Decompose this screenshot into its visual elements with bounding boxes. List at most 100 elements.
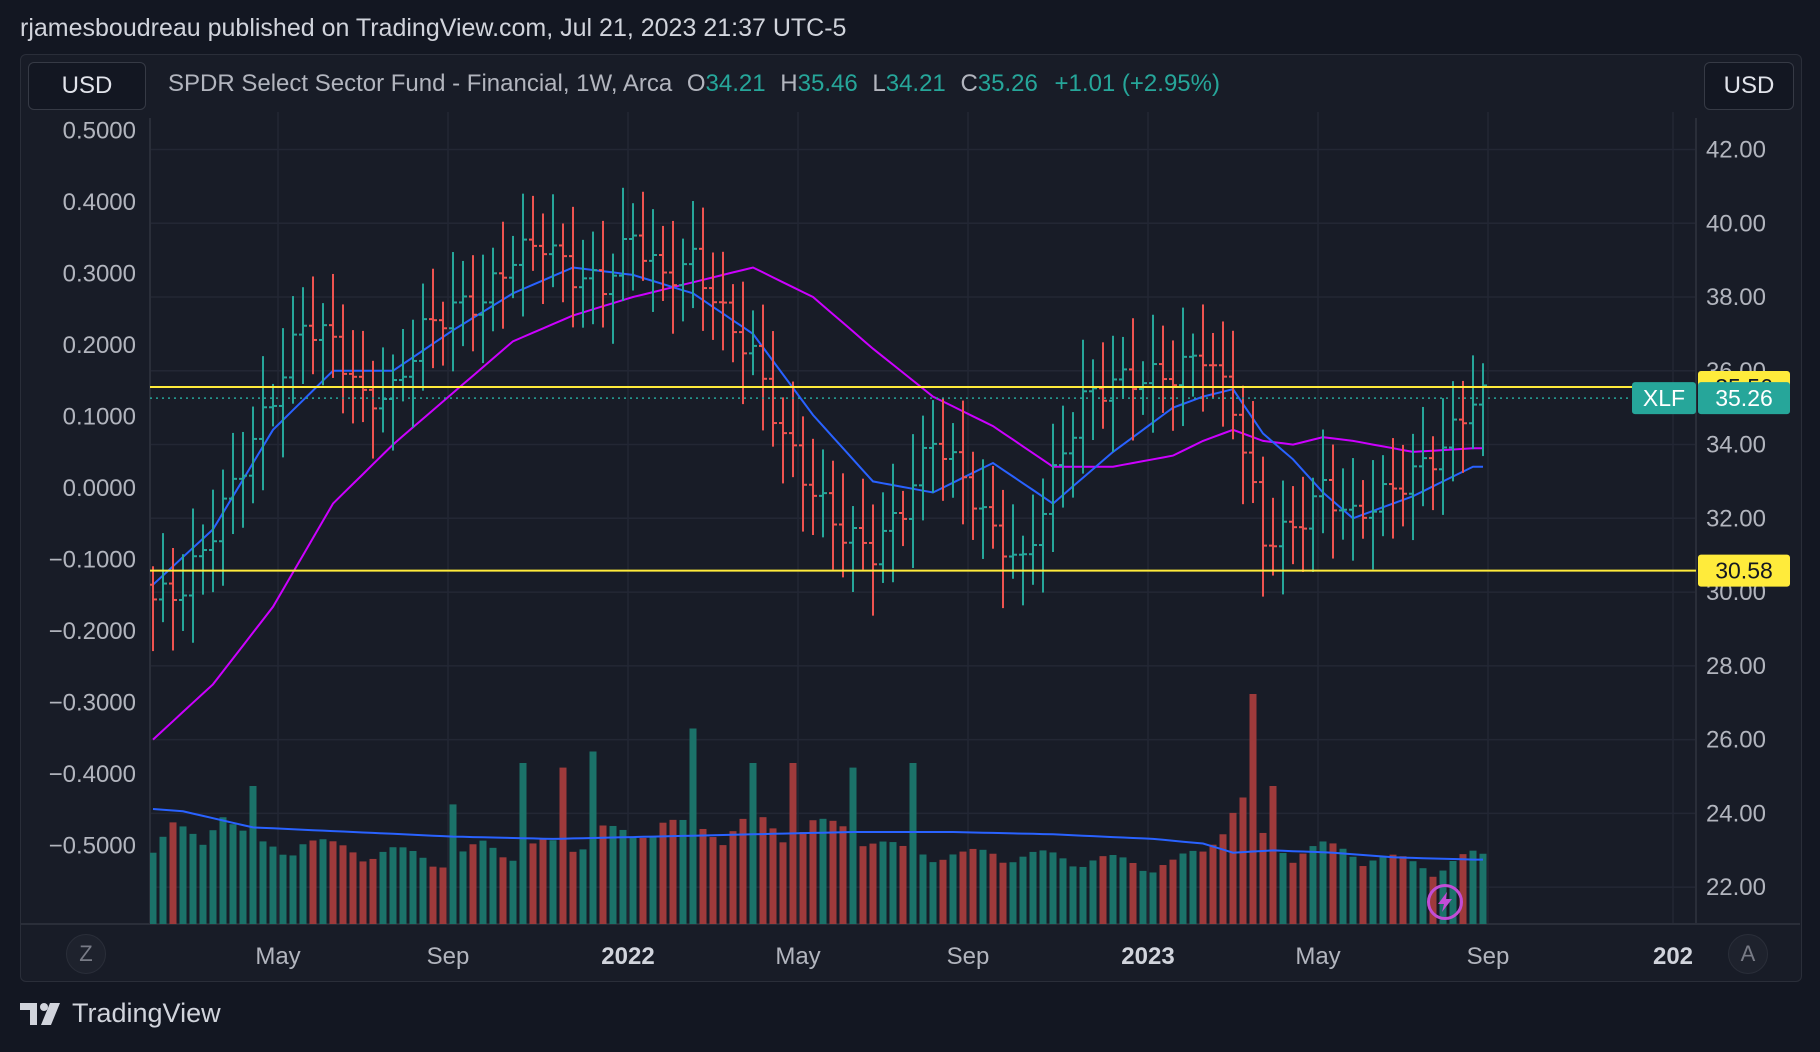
volume-bar [1479, 853, 1487, 924]
volume-bar [499, 857, 507, 924]
volume-bar [929, 862, 937, 924]
volume-bar [579, 849, 587, 924]
ohlc-bar [519, 193, 527, 317]
ohlc-bar [1339, 468, 1347, 540]
ohlc-bar [1219, 321, 1227, 427]
volume-bar [409, 850, 417, 924]
volume-bar [389, 847, 397, 924]
volume-bar [739, 818, 747, 924]
ohlc-bar [1419, 406, 1427, 507]
volume-bar [1169, 859, 1177, 924]
price-tick-label: 28.00 [1706, 653, 1766, 680]
ticker-tag: XLF [1632, 382, 1696, 415]
last-price-tag: 35.26 [1698, 382, 1790, 415]
tradingview-logo-icon [20, 1002, 60, 1025]
level-tag-background [1698, 554, 1790, 587]
volume-bar [1409, 861, 1417, 924]
ohlc-bar [249, 406, 257, 504]
ohlc-bar [649, 209, 657, 312]
volume-bar [489, 847, 497, 924]
volume-bar [1239, 797, 1247, 924]
tradingview-brand[interactable]: TradingView [20, 998, 221, 1029]
ohlc-bar [879, 492, 887, 583]
level-tag-label: 30.58 [1715, 558, 1773, 584]
ohlc-bar [799, 416, 807, 532]
currency-button-left[interactable]: USD [28, 62, 146, 110]
ohlc-bar [599, 220, 607, 328]
ohlc-bar [1229, 330, 1237, 440]
volume-bar [1159, 865, 1167, 924]
ohlc-bar [579, 239, 587, 328]
ohlc-bar [699, 207, 707, 331]
ohlc-bar [549, 194, 557, 288]
volume-bar [1269, 786, 1277, 924]
ohlc-bar [499, 221, 507, 329]
ohlc-bar [1259, 456, 1267, 597]
volume-bar [239, 830, 247, 924]
ohlc-bar [339, 304, 347, 414]
ohlc-bar [229, 432, 237, 535]
volume-bar [299, 844, 307, 924]
ticker-tag-background [1632, 382, 1696, 415]
ohlc-bar [619, 187, 627, 302]
volume-bar [229, 824, 237, 924]
ohlc-bar [789, 381, 797, 478]
ohlc-bar [1439, 398, 1447, 515]
price-tick-label: 38.00 [1706, 284, 1766, 311]
volume-bar [689, 728, 697, 924]
ohlc-bar [1369, 460, 1377, 570]
volume-bar [529, 843, 537, 924]
ohlc-bar [1139, 361, 1147, 415]
ohlc-bar [1309, 477, 1317, 572]
legend-close-label: C [960, 70, 978, 97]
ohlc-bar [849, 506, 857, 592]
ohlc-bar [1299, 476, 1307, 572]
volume-bar [949, 854, 957, 924]
volume-bar [1109, 855, 1117, 924]
time-axis-label: May [1295, 943, 1340, 970]
volume-bar [839, 826, 847, 924]
volume-bar [1049, 852, 1057, 924]
ohlc-bar [829, 460, 837, 570]
ohlc-bar [169, 547, 177, 651]
volume-bar [1359, 866, 1367, 924]
currency-button-right[interactable]: USD [1704, 62, 1794, 110]
price-tick-label: 32.00 [1706, 505, 1766, 532]
ohlc-bar [1349, 458, 1357, 561]
price-tick-label: 26.00 [1706, 727, 1766, 754]
plot-area [150, 187, 1487, 924]
volume-bar [1179, 853, 1187, 924]
price-tick-label: 40.00 [1706, 210, 1766, 237]
ohlc-bar [199, 524, 207, 595]
volume-bar [919, 854, 927, 924]
volume-bar [779, 842, 787, 924]
volume-bar [549, 840, 557, 924]
volume-bar [1369, 860, 1377, 924]
time-axis-label: 2022 [601, 943, 654, 970]
volume-bar [379, 851, 387, 924]
volume-bar [829, 820, 837, 924]
volume-bar [539, 838, 547, 924]
flash-icon[interactable] [1427, 884, 1463, 920]
volume-bar [309, 840, 317, 924]
volume-bar [1189, 850, 1197, 924]
auto-scale-button[interactable]: A [1728, 934, 1768, 974]
volume-bar [509, 860, 517, 924]
ohlc-bar [299, 287, 307, 385]
volume-bar [1029, 851, 1037, 924]
zoom-corner-button[interactable]: Z [66, 934, 106, 974]
ohlc-bar [189, 508, 197, 643]
volume-bar [899, 845, 907, 924]
ohlc-bar [289, 296, 297, 404]
legend-low-label: L [872, 70, 886, 97]
ohlc-bar [719, 251, 727, 351]
ohlc-bar [239, 431, 247, 528]
time-axis-label: Sep [947, 943, 990, 970]
ohlc-bar [429, 268, 437, 369]
ohlc-bar [969, 451, 977, 540]
last-price-tag-background [1698, 382, 1790, 415]
volume-bar [769, 828, 777, 924]
volume-bar [150, 852, 157, 924]
left-axis-tick-label: 0.5000 [63, 118, 136, 145]
